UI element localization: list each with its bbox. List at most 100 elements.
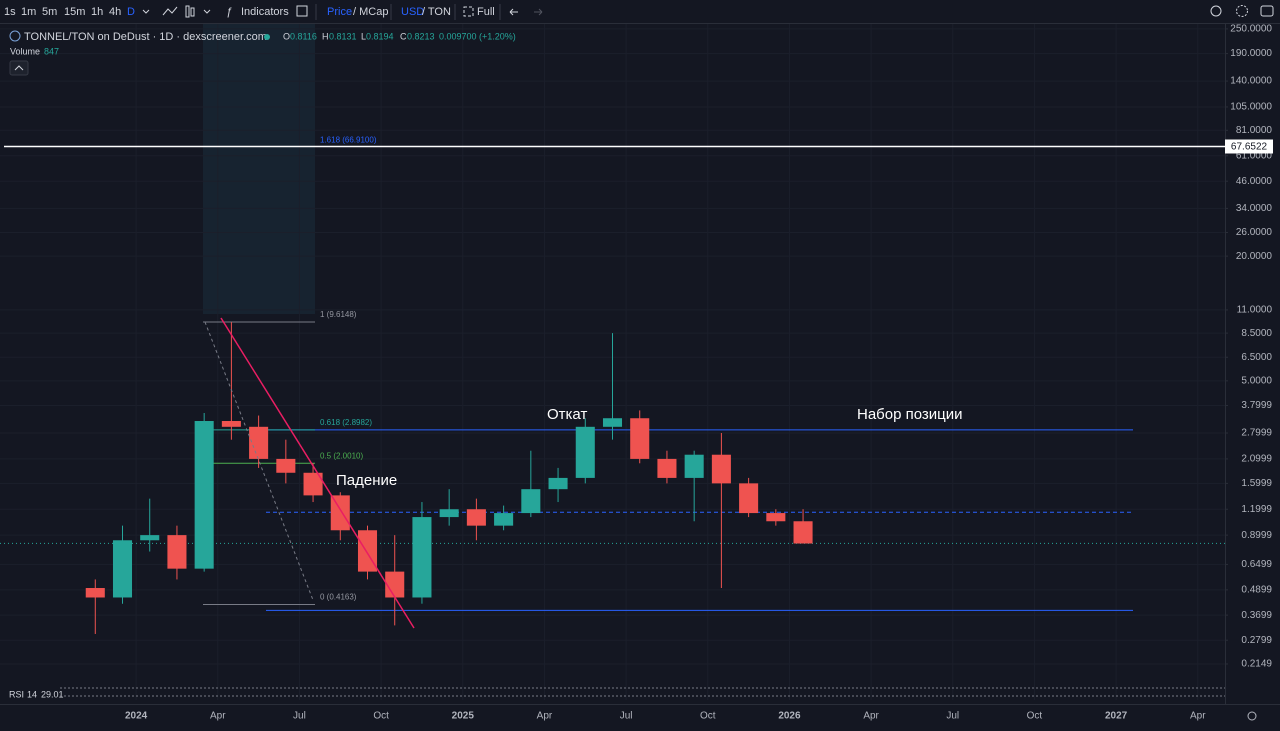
ohlc-label: C <box>400 31 407 41</box>
candle-body <box>194 421 214 569</box>
candle-body <box>657 458 677 478</box>
rsi-period: 14 <box>27 689 37 699</box>
interval-button[interactable]: 1h <box>91 6 103 18</box>
fib-label: 0.5 (2.0010) <box>320 451 363 460</box>
y-tick-label: 46.0000 <box>1236 176 1273 187</box>
search-icon[interactable] <box>1210 5 1222 17</box>
y-tick-label: 0.3699 <box>1241 610 1272 621</box>
mcap-toggle[interactable]: / MCap <box>353 6 388 18</box>
x-tick-label: Jul <box>946 711 959 722</box>
rsi-label: RSI <box>9 689 24 699</box>
annotation: Набор позиции <box>857 406 963 423</box>
ohlc-label: L <box>361 31 366 41</box>
x-tick-label: Jul <box>293 711 306 722</box>
candle-body <box>385 571 405 598</box>
fib-label: 1 (9.6148) <box>320 310 357 319</box>
interval-button[interactable]: 15m <box>64 6 85 18</box>
candle-body <box>276 458 296 473</box>
layout-icon[interactable] <box>296 5 308 17</box>
usd-toggle[interactable]: USD <box>401 6 424 18</box>
candle-body <box>630 418 650 459</box>
fx-icon[interactable]: ƒ <box>226 6 232 18</box>
y-tick-label: 0.2799 <box>1241 635 1272 646</box>
settings-icon[interactable] <box>1236 5 1248 17</box>
candle-body <box>548 477 568 490</box>
x-tick-label: Apr <box>1190 711 1206 722</box>
x-tick-label: Apr <box>210 711 226 722</box>
ohlc-value: 0.8213 <box>407 31 435 41</box>
screenshot-icon[interactable] <box>1260 5 1274 17</box>
x-tick-label: Oct <box>700 711 716 722</box>
y-tick-label: 11.0000 <box>1237 305 1273 316</box>
annotation: Откат <box>547 406 587 423</box>
redo-button[interactable] <box>534 8 543 16</box>
x-tick-label: Oct <box>1027 711 1043 722</box>
interval-button-active[interactable]: D <box>127 6 135 18</box>
annotation: Падение <box>336 472 397 489</box>
candle-body <box>412 517 432 598</box>
symbol-title: TONNEL/TON on DeDust · 1D · dexscreener.… <box>24 31 267 43</box>
interval-button[interactable]: 5m <box>42 6 57 18</box>
x-tick-label: Apr <box>863 711 879 722</box>
candle-body <box>793 521 813 544</box>
x-tick-label: 2026 <box>778 711 801 722</box>
full-button[interactable]: Full <box>477 6 495 18</box>
x-tick-label: Oct <box>373 711 389 722</box>
candle-body <box>249 426 269 459</box>
axis-settings-icon[interactable] <box>1247 711 1257 721</box>
candle-body <box>112 540 133 598</box>
toolbar: 1s 1m 5m 15m 1h 4h D ƒ Indicators Price … <box>0 4 1280 24</box>
price-tag <box>1225 139 1273 154</box>
fib-label: 0 (0.4163) <box>320 593 357 602</box>
y-tick-label: 0.6499 <box>1241 559 1272 570</box>
y-tick-label: 0.8999 <box>1241 530 1272 541</box>
ohlc-value: 0.8116 <box>290 31 317 41</box>
undo-button[interactable] <box>509 8 518 16</box>
candle-body <box>766 513 786 522</box>
x-tick-label: 2025 <box>452 711 475 722</box>
fib-label: 1.618 (66.9100) <box>320 136 377 145</box>
fullscreen-icon[interactable] <box>463 6 474 17</box>
candle-body <box>221 421 241 427</box>
fib-trend-line <box>204 321 314 601</box>
status-dot <box>264 34 270 40</box>
interval-button[interactable]: 1s <box>4 6 16 18</box>
ohlc-value: 0.8131 <box>329 31 357 41</box>
y-tick-label: 250.0000 <box>1230 24 1272 35</box>
x-tick-label: 2024 <box>125 711 148 722</box>
y-tick-label: 34.0000 <box>1236 203 1273 214</box>
candle-body <box>494 513 514 526</box>
y-tick-label: 2.7999 <box>1241 428 1272 439</box>
y-tick-label: 3.7999 <box>1241 400 1272 411</box>
collapse-icon <box>14 65 24 71</box>
price-toggle[interactable]: Price <box>327 6 352 18</box>
dropdown-icon[interactable] <box>203 9 211 14</box>
legend: TONNEL/TON on DeDust · 1D · dexscreener.… <box>9 30 516 699</box>
ton-toggle[interactable]: / TON <box>422 6 451 18</box>
collapse-button[interactable] <box>9 60 29 76</box>
y-tick-label: 26.0000 <box>1236 227 1273 238</box>
rsi-value: 29.01 <box>41 689 64 699</box>
candle-body <box>521 489 541 514</box>
candle-icon <box>190 7 195 17</box>
ohlc-label: O <box>283 31 290 41</box>
candle-body <box>140 535 160 541</box>
candle-body <box>739 483 759 514</box>
candle-body <box>711 454 731 484</box>
fib-label: 0.618 (2.8982) <box>320 418 372 427</box>
y-tick-label: 8.5000 <box>1241 328 1272 339</box>
y-tick-label: 81.0000 <box>1236 125 1273 136</box>
candle-icon[interactable] <box>185 5 190 18</box>
y-tick-label: 190.0000 <box>1230 48 1272 59</box>
plot-area: 1.618 (66.9100) 1 (9.6148) 0.618 (2.8982) 0… <box>0 24 1225 700</box>
ohlc-value: 0.8194 <box>366 31 394 41</box>
indicators-button[interactable]: Indicators <box>241 6 289 18</box>
chart-type-icon[interactable] <box>162 6 178 16</box>
dropdown-icon[interactable] <box>142 9 150 14</box>
candle-body <box>167 535 187 569</box>
price-tag-label: 67.6522 <box>1231 142 1268 153</box>
interval-button[interactable]: 4h <box>109 6 121 18</box>
interval-button[interactable]: 1m <box>21 6 36 18</box>
